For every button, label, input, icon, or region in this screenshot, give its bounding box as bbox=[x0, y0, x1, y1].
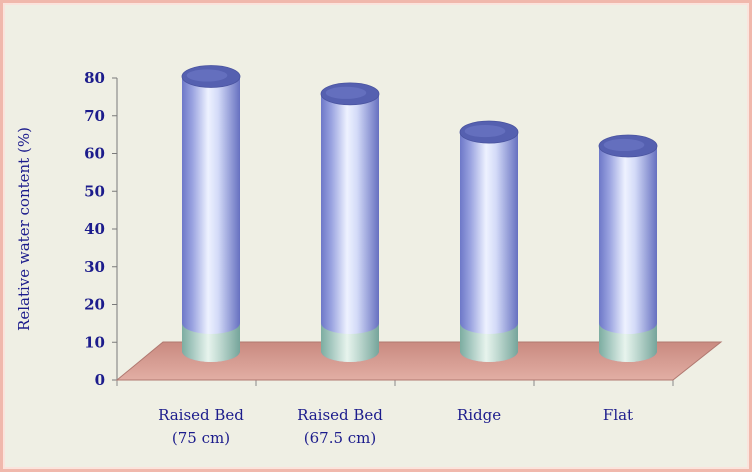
bar-chart: 0 10 20 30 40 50 60 70 80 Relative water content … bbox=[15, 65, 723, 447]
labels-layer: Raised Bed (75 cm) Raised Bed (67.5 cm) Ridg… bbox=[158, 406, 633, 447]
x-category-label-line: (67.5 cm) bbox=[304, 429, 377, 447]
x-category-label: Raised Bed (75 cm) bbox=[158, 406, 244, 447]
x-category-label-line: Raised Bed bbox=[297, 406, 383, 424]
bar bbox=[459, 120, 519, 362]
chart-floor bbox=[115, 341, 723, 381]
x-category-label-line: Flat bbox=[603, 406, 633, 424]
bar-body bbox=[599, 145, 657, 362]
y-axis-title: Relative water content (%) bbox=[15, 127, 33, 331]
y-tick-label: 70 bbox=[84, 107, 105, 125]
bar-body bbox=[321, 93, 379, 362]
bar-base bbox=[460, 323, 518, 362]
bar bbox=[320, 82, 380, 362]
bar-base bbox=[321, 323, 379, 362]
bar-body bbox=[460, 132, 518, 362]
floor-layer bbox=[115, 341, 723, 381]
y-tick-label: 60 bbox=[84, 145, 105, 163]
bar bbox=[598, 134, 658, 362]
bar-top-highlight bbox=[186, 69, 228, 82]
y-tick-label: 40 bbox=[84, 220, 105, 238]
bar-top-highlight bbox=[325, 86, 367, 99]
y-tick-label: 80 bbox=[84, 69, 105, 87]
x-category-label-line: Ridge bbox=[457, 406, 501, 424]
bar-base bbox=[599, 323, 657, 362]
x-category-label: Flat bbox=[603, 406, 633, 424]
bar bbox=[181, 65, 241, 362]
y-tick-label: 10 bbox=[84, 333, 105, 351]
bar-body bbox=[182, 76, 240, 362]
y-tick-label: 0 bbox=[95, 371, 105, 389]
bar-top-highlight bbox=[603, 138, 645, 152]
x-category-label-line: Raised Bed bbox=[158, 406, 244, 424]
x-category-label: Ridge bbox=[457, 406, 501, 424]
y-tick-label: 30 bbox=[84, 258, 105, 276]
y-tick-label: 20 bbox=[84, 296, 105, 314]
bar-base bbox=[182, 323, 240, 362]
y-tick-label: 50 bbox=[84, 182, 105, 200]
bar-top-highlight bbox=[464, 125, 506, 138]
x-category-label-line: (75 cm) bbox=[172, 429, 230, 447]
x-category-label: Raised Bed (67.5 cm) bbox=[297, 406, 383, 447]
bars-layer bbox=[181, 65, 658, 362]
